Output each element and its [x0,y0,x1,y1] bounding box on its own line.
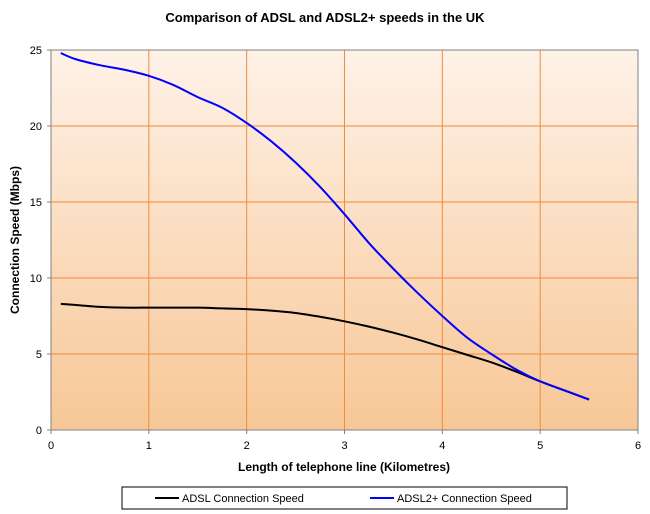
series-line-adsl2plus [60,52,590,401]
y-tick-label: 15 [30,197,42,209]
y-tick-label: 10 [30,273,42,285]
grid-lines [51,50,638,430]
y-axis-ticks: 0 5 10 15 20 25 [30,45,51,437]
x-tick-label: 2 [244,440,250,452]
x-axis-label: Length of telephone line (Kilometres) [238,460,450,474]
y-tick-label: 0 [36,425,42,437]
x-tick-label: 3 [341,440,347,452]
legend: ADSL Connection Speed ADSL2+ Connection … [121,486,568,510]
y-tick-label: 20 [30,121,42,133]
y-axis-label: Connection Speed (Mbps) [8,166,22,314]
y-tick-label: 5 [36,349,42,361]
x-tick-label: 6 [635,440,641,452]
x-tick-label: 0 [48,440,54,452]
x-axis-ticks: 0 1 2 3 4 5 6 [48,430,641,452]
series-line-adsl [60,302,590,401]
chart-title: Comparison of ADSL and ADSL2+ speeds in … [165,10,485,25]
x-tick-label: 1 [146,440,152,452]
legend-box [121,486,568,510]
legend-label-adsl2plus: ADSL2+ Connection Speed [397,493,532,505]
y-tick-label: 25 [30,45,42,57]
series-lines [60,52,590,401]
legend-label-adsl: ADSL Connection Speed [182,493,304,505]
x-tick-label: 4 [439,440,445,452]
x-tick-label: 5 [537,440,543,452]
